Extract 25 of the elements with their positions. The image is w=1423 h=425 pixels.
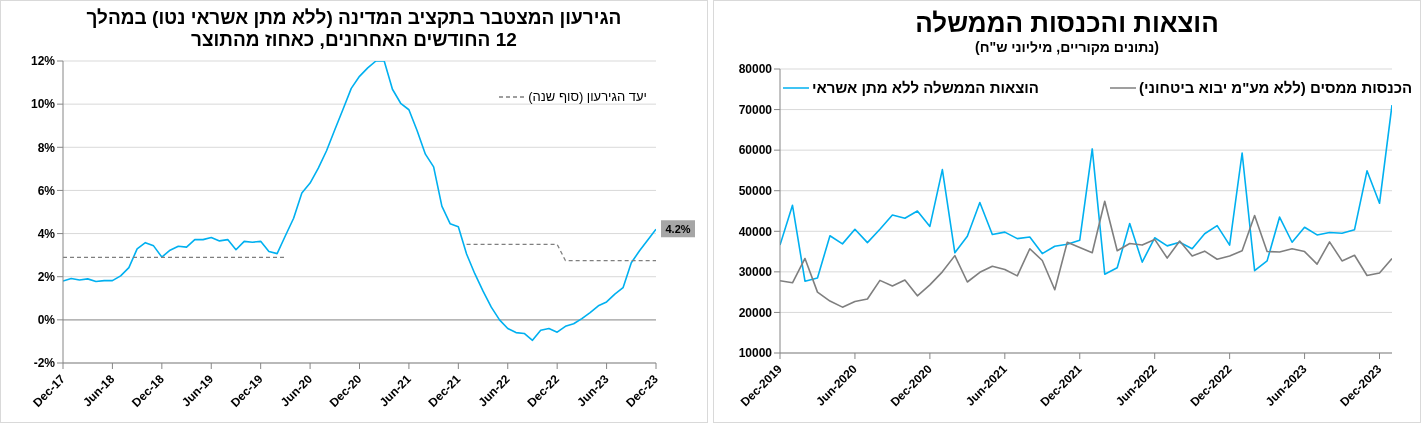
y-tick-label: 6%: [37, 183, 56, 198]
y-tick-label: 10%: [30, 97, 56, 112]
y-tick-label: 0%: [37, 313, 56, 328]
chart-subtitle: (נתונים מקוריים, מיליוני ש"ח): [974, 38, 1160, 55]
legend-label: הוצאות הממשלה ללא מתן אשראי: [811, 79, 1039, 96]
y-tick-label: -2%: [33, 356, 56, 371]
y-tick-label: 2%: [37, 269, 56, 284]
line-series: [780, 104, 1392, 282]
legend-label: הכנסות ממסים (ללא מע"מ יבוא ביטחוני): [1138, 79, 1413, 96]
chart-title: הגירעון המצטבר בתקציב המדינה (ללא מתן אשראי נטו) במהלך 12 החודשים האחרונים, כאחוז מהתוצר: [85, 7, 623, 51]
y-tick-label: 12%: [30, 54, 56, 69]
y-tick-label: 10000: [738, 346, 773, 361]
y-tick-label: 8%: [37, 140, 56, 155]
chart-title: הוצאות והכנסות הממשלה: [914, 8, 1220, 39]
y-tick-label: 70000: [738, 102, 773, 117]
annotation: 4.2%: [665, 223, 691, 236]
line-series: [63, 61, 656, 342]
y-tick-label: 30000: [738, 265, 773, 280]
y-tick-label: 80000: [738, 62, 773, 77]
y-tick-label: 60000: [738, 143, 773, 158]
legend-label: יעד הגירעון (סוף שנה): [528, 89, 647, 104]
y-tick-label: 20000: [738, 305, 773, 320]
y-tick-label: 40000: [738, 224, 773, 239]
y-tick-label: 4%: [37, 226, 56, 241]
y-tick-label: 50000: [738, 183, 773, 198]
